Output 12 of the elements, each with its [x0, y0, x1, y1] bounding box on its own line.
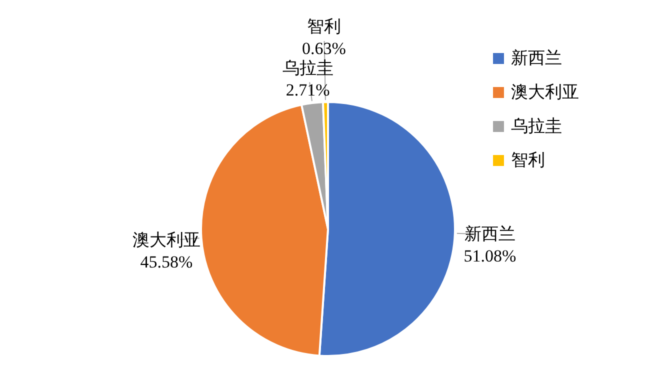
slice-label: 新西兰 [464, 224, 516, 244]
slice-label: 智利 [307, 17, 341, 36]
legend-label: 乌拉圭 [511, 116, 562, 136]
slice-label: 乌拉圭 [282, 58, 334, 78]
data-label: 0.63% [302, 39, 346, 58]
slice-label: 澳大利亚 [132, 230, 200, 250]
legend-label: 澳大利亚 [511, 82, 579, 102]
data-label: 2.71% [286, 80, 330, 100]
legend-label: 新西兰 [511, 48, 562, 68]
legend-label: 智利 [511, 150, 545, 170]
data-label: 51.08% [464, 246, 516, 266]
data-label: 45.58% [140, 252, 193, 272]
